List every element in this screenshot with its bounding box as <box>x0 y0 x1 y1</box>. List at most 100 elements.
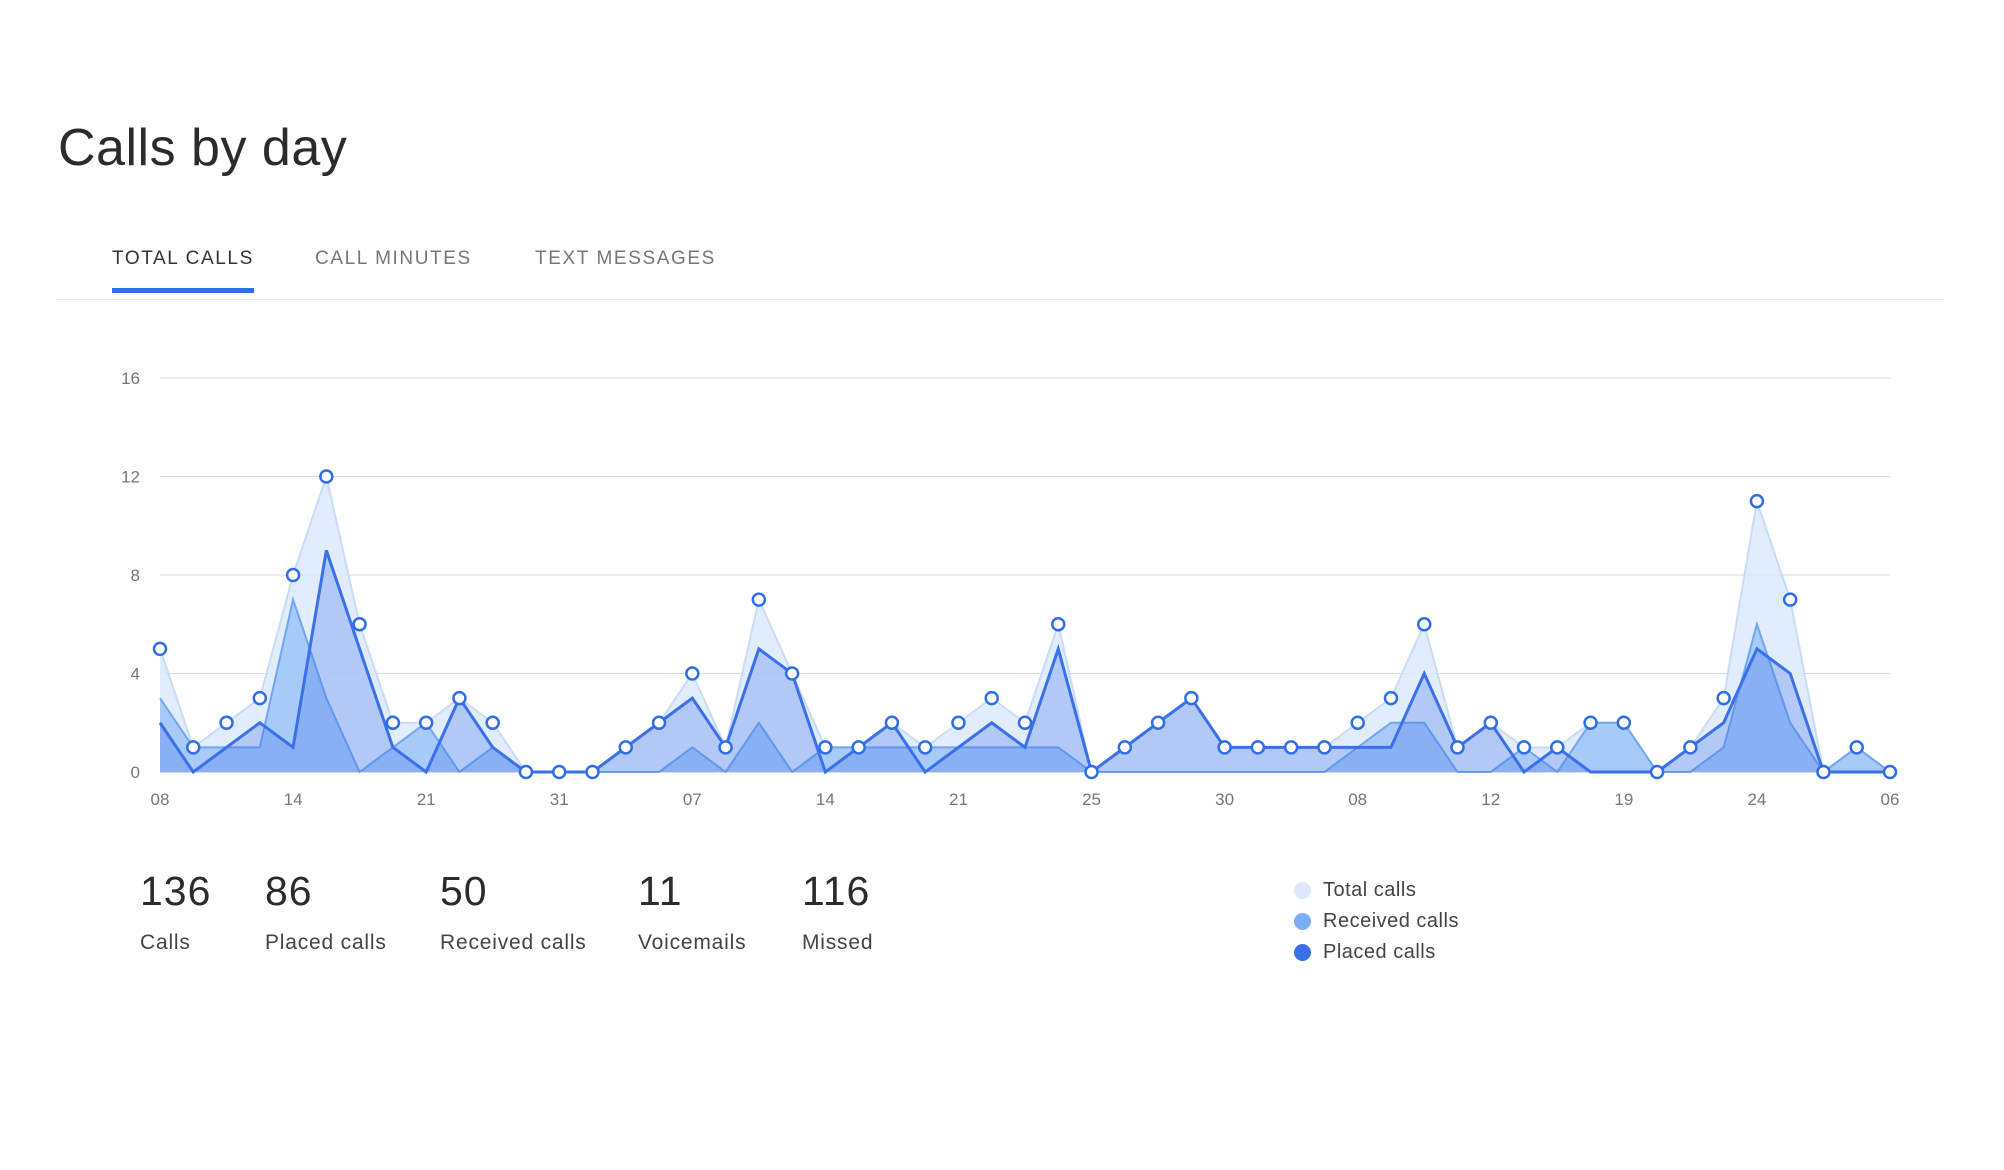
data-point-marker <box>252 690 268 706</box>
data-point-marker <box>152 641 168 657</box>
data-point-marker <box>1051 617 1066 632</box>
data-point-marker <box>1516 740 1532 755</box>
data-point-marker <box>1782 592 1798 607</box>
data-point-marker <box>618 740 634 755</box>
x-tick-label: 14 <box>284 790 303 809</box>
data-point-marker <box>784 666 800 681</box>
data-point-marker <box>352 617 367 632</box>
data-point-marker <box>1017 715 1033 730</box>
data-point-marker <box>219 715 234 730</box>
data-point-marker <box>884 715 900 730</box>
data-point-marker <box>1217 740 1232 755</box>
legend-swatch-received <box>1294 913 1311 930</box>
data-point-marker <box>1649 764 1665 780</box>
data-point-marker <box>1816 764 1831 780</box>
legend-swatch-total <box>1294 882 1311 899</box>
legend-item-received: Received calls <box>1294 906 1459 937</box>
data-point-marker <box>917 740 933 755</box>
legend-label-placed: Placed calls <box>1323 941 1436 963</box>
legend-item-total: Total calls <box>1294 875 1459 906</box>
stat-placed-value: 86 <box>265 868 313 914</box>
tab-text-messages[interactable]: TEXT MESSAGES <box>535 248 716 269</box>
legend-label-total: Total calls <box>1323 879 1417 901</box>
data-point-marker <box>1550 740 1565 755</box>
data-point-marker <box>518 764 534 780</box>
data-point-marker <box>1483 715 1499 730</box>
stat-placed-label: Placed calls <box>265 931 387 954</box>
data-point-marker <box>1350 715 1365 730</box>
data-point-marker <box>452 690 467 706</box>
stat-calls-value: 136 <box>140 868 212 914</box>
data-point-marker <box>551 764 567 780</box>
data-point-marker <box>951 715 966 730</box>
x-tick-label: 06 <box>1881 790 1900 809</box>
legend-swatch-placed <box>1294 944 1311 961</box>
data-point-marker <box>1117 740 1133 755</box>
data-point-marker <box>851 740 866 755</box>
x-tick-label: 30 <box>1215 790 1234 809</box>
x-tick-label: 07 <box>683 790 702 809</box>
y-tick-label: 16 <box>121 369 140 388</box>
y-tick-label: 8 <box>131 566 140 585</box>
data-point-marker <box>1250 740 1266 755</box>
tab-bar: TOTAL CALLS CALL MINUTES TEXT MESSAGES <box>57 236 1943 300</box>
data-point-marker <box>718 740 733 755</box>
data-point-marker <box>1084 764 1099 780</box>
y-tick-label: 0 <box>131 763 140 782</box>
data-point-marker <box>418 715 434 730</box>
data-point-marker <box>1283 740 1299 755</box>
x-tick-label: 21 <box>949 790 968 809</box>
data-point-marker <box>285 567 301 583</box>
data-point-marker <box>651 715 667 730</box>
stat-missed-label: Missed <box>802 931 874 954</box>
stat-received-label: Received calls <box>440 931 587 954</box>
data-point-marker <box>818 740 833 755</box>
chart-legend: Total calls Received calls Placed calls <box>1294 875 1459 968</box>
stat-voicemails-label: Voicemails <box>638 931 747 954</box>
x-tick-label: 14 <box>816 790 835 809</box>
page-title: Calls by day <box>58 119 348 177</box>
data-point-marker <box>319 469 334 484</box>
series-area-received <box>160 599 1890 772</box>
data-point-marker <box>685 666 700 681</box>
x-tick-label: 08 <box>151 790 170 809</box>
legend-item-placed: Placed calls <box>1294 937 1459 968</box>
stat-missed: 116 Missed <box>802 868 873 955</box>
data-point-marker <box>1317 740 1332 755</box>
data-point-marker <box>186 740 201 755</box>
data-point-marker <box>585 764 600 780</box>
tab-call-minutes[interactable]: CALL MINUTES <box>315 248 472 269</box>
x-tick-label: 21 <box>417 790 436 809</box>
x-tick-label: 12 <box>1481 790 1500 809</box>
series-line-placed <box>158 549 1890 775</box>
data-point-marker <box>1616 715 1632 730</box>
data-point-marker <box>1416 617 1432 632</box>
stat-calls: 136 Calls <box>140 868 211 955</box>
data-point-marker <box>1716 690 1731 706</box>
data-point-marker <box>1849 740 1864 755</box>
x-tick-label: 25 <box>1082 790 1101 809</box>
data-point-marker <box>1749 493 1765 509</box>
tab-total-calls[interactable]: TOTAL CALLS <box>112 248 254 293</box>
data-point-marker <box>1150 715 1166 730</box>
data-point-marker <box>1383 690 1399 706</box>
data-point-marker <box>1450 740 1465 755</box>
stat-placed: 86 Placed calls <box>265 868 387 955</box>
y-tick-label: 12 <box>121 468 140 487</box>
stat-received: 50 Received calls <box>440 868 587 955</box>
stat-received-value: 50 <box>440 868 488 914</box>
stat-voicemails: 11 Voicemails <box>638 868 746 955</box>
x-tick-label: 19 <box>1614 790 1633 809</box>
data-point-marker <box>1882 764 1898 780</box>
data-point-marker <box>385 715 401 730</box>
data-point-marker <box>1683 740 1698 755</box>
stat-missed-value: 116 <box>802 868 871 914</box>
data-point-marker <box>1184 690 1199 706</box>
data-point-marker <box>1583 715 1598 730</box>
x-tick-label: 31 <box>550 790 569 809</box>
stat-voicemails-value: 11 <box>638 868 683 914</box>
x-tick-label: 08 <box>1348 790 1367 809</box>
legend-label-received: Received calls <box>1323 910 1459 932</box>
data-point-marker <box>485 715 500 730</box>
